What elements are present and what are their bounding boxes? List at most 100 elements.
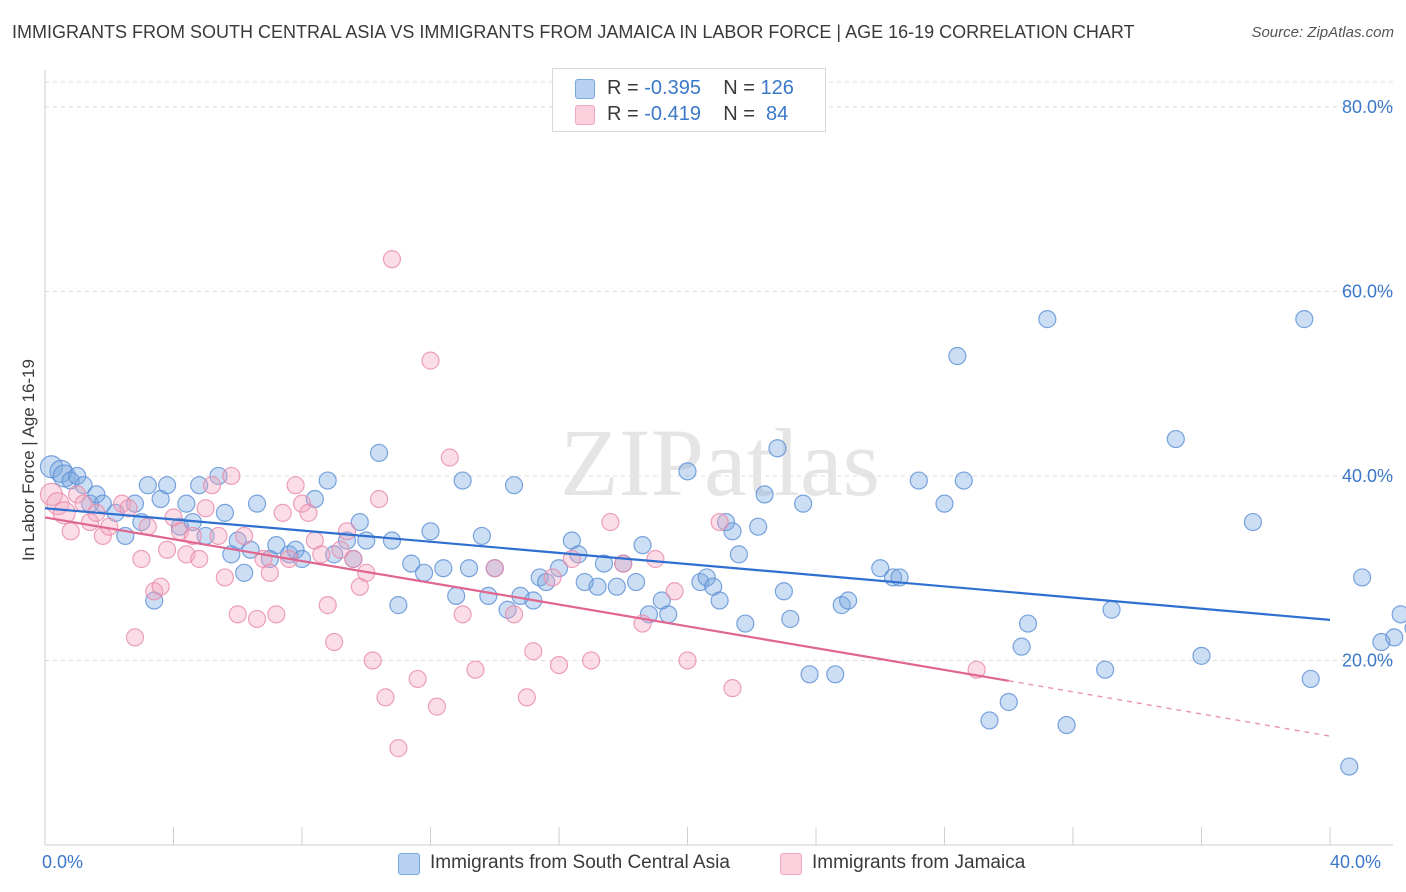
- point-asia: [190, 476, 209, 495]
- point-jamaica: [376, 688, 395, 707]
- point-jamaica: [52, 501, 76, 525]
- point-asia: [382, 531, 402, 550]
- point-asia: [659, 605, 678, 624]
- trend-line-jamaica: [44, 516, 1009, 682]
- point-asia: [177, 494, 196, 513]
- point-asia: [68, 466, 87, 486]
- y-tick-label: 80.0%: [1342, 97, 1393, 117]
- point-asia: [125, 494, 145, 513]
- point-jamaica: [389, 739, 408, 758]
- point-asia: [389, 596, 408, 615]
- point-jamaica: [440, 448, 459, 467]
- point-jamaica: [549, 655, 569, 675]
- point-jamaica: [132, 549, 151, 569]
- point-jamaica: [215, 568, 234, 587]
- point-jamaica: [466, 660, 485, 679]
- point-asia: [800, 665, 819, 684]
- point-jamaica: [235, 526, 254, 546]
- y-axis-label: In Labor Force | Age 16-19: [19, 359, 38, 561]
- point-asia: [723, 522, 742, 541]
- point-asia: [286, 540, 305, 559]
- point-jamaica: [183, 526, 202, 546]
- trend-line-asia: [44, 507, 1331, 621]
- point-asia: [504, 476, 524, 495]
- point-jamaica: [61, 522, 80, 541]
- point-asia: [832, 596, 851, 615]
- point-jamaica: [337, 522, 357, 541]
- point-jamaica: [344, 549, 363, 569]
- point-jamaica: [331, 540, 350, 559]
- n-value: 84: [766, 103, 789, 125]
- point-asia: [774, 582, 793, 601]
- point-jamaica: [260, 563, 279, 582]
- point-jamaica: [723, 679, 742, 698]
- point-jamaica: [427, 697, 447, 716]
- point-asia: [414, 563, 434, 582]
- point-asia: [209, 466, 228, 486]
- point-asia: [479, 586, 498, 605]
- point-asia: [980, 711, 999, 730]
- point-asia: [729, 545, 749, 564]
- bottom-legend-label-jamaica: Immigrants from Jamaica: [812, 852, 1026, 873]
- point-asia: [716, 512, 736, 532]
- point-jamaica: [222, 466, 241, 486]
- point-asia: [434, 559, 453, 578]
- point-jamaica: [485, 559, 504, 578]
- point-jamaica: [286, 476, 305, 495]
- point-jamaica: [582, 651, 601, 670]
- point-asia: [1301, 669, 1320, 689]
- legend-swatch-asia: [575, 79, 595, 99]
- point-asia: [588, 577, 607, 596]
- point-asia: [87, 485, 106, 504]
- point-asia: [1057, 715, 1076, 735]
- point-asia: [1295, 310, 1314, 329]
- point-jamaica: [119, 499, 138, 518]
- point-jamaica: [517, 688, 536, 707]
- point-asia: [697, 568, 716, 587]
- r-label: R =: [607, 77, 639, 99]
- point-jamaica: [665, 582, 684, 601]
- point-asia: [157, 476, 177, 495]
- point-asia: [530, 568, 549, 587]
- point-asia: [247, 494, 267, 513]
- point-asia: [1038, 310, 1057, 329]
- point-asia: [826, 665, 845, 684]
- point-asia: [537, 572, 556, 592]
- point-asia: [1385, 628, 1404, 647]
- source-label: Source: ZipAtlas.com: [1251, 24, 1394, 41]
- point-asia: [794, 494, 813, 513]
- point-jamaica: [125, 628, 145, 647]
- point-asia: [325, 545, 344, 564]
- point-asia: [1018, 614, 1038, 633]
- point-jamaica: [299, 503, 318, 522]
- point-asia: [594, 554, 614, 573]
- point-asia: [871, 559, 890, 578]
- point-asia: [710, 591, 729, 610]
- point-jamaica: [157, 540, 177, 559]
- point-asia: [350, 512, 369, 532]
- point-jamaica: [145, 582, 164, 601]
- y-tick-label: 40.0%: [1342, 466, 1393, 486]
- point-jamaica: [543, 568, 562, 587]
- point-asia: [954, 471, 973, 490]
- point-asia: [768, 439, 787, 458]
- point-asia: [498, 600, 517, 619]
- x-tick-min: 0.0%: [42, 852, 84, 872]
- point-jamaica: [273, 503, 292, 522]
- point-asia: [318, 471, 337, 490]
- point-asia: [736, 614, 755, 633]
- y-tick-label: 20.0%: [1342, 650, 1393, 670]
- r-label: R =: [607, 103, 639, 125]
- point-jamaica: [504, 605, 524, 624]
- trend-line-jamaica-extension: [1008, 680, 1331, 737]
- point-asia: [1353, 568, 1372, 587]
- point-asia: [215, 503, 234, 522]
- point-asia: [447, 586, 466, 605]
- point-asia: [839, 591, 858, 610]
- point-jamaica: [363, 651, 382, 670]
- point-asia: [421, 522, 440, 541]
- point-asia: [633, 536, 652, 555]
- point-jamaica: [228, 605, 247, 624]
- point-jamaica: [267, 605, 286, 624]
